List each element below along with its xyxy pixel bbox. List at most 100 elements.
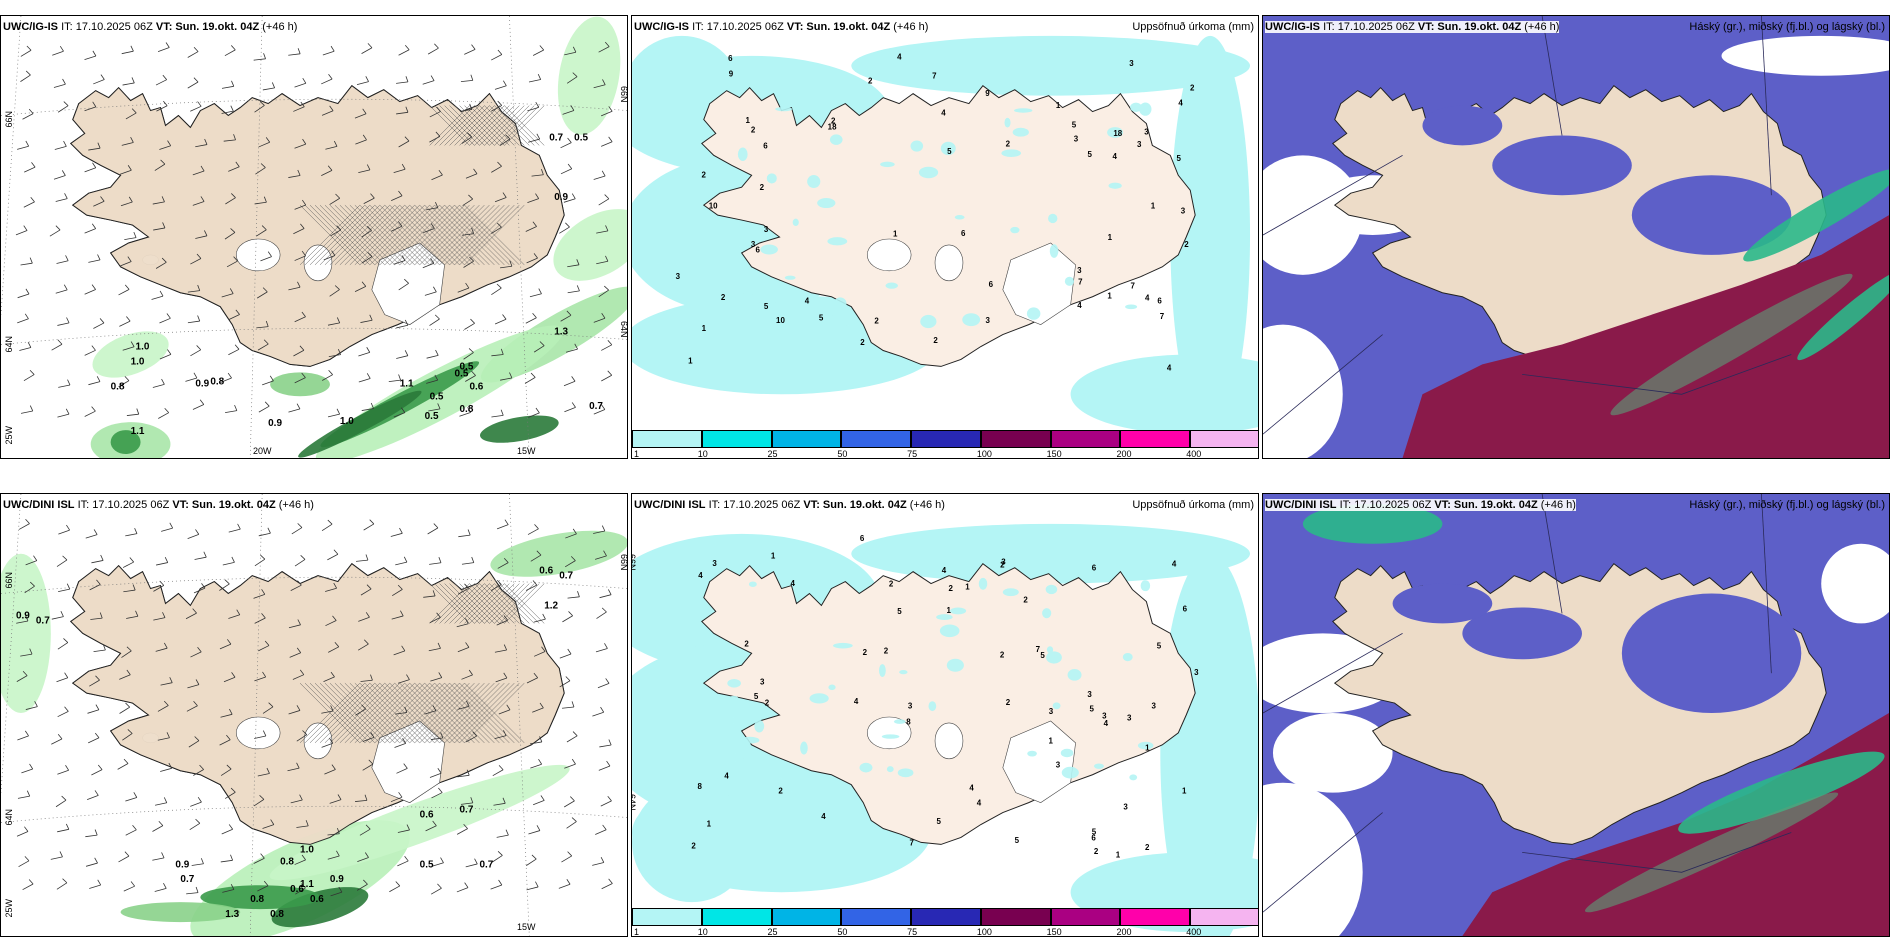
glacier-langjokull (235, 716, 281, 750)
value-label: 2 (1145, 843, 1150, 852)
value-label: 4 (724, 771, 729, 780)
country-borders (1263, 16, 1792, 435)
value-label: 1.1 (131, 426, 145, 437)
value-label: 4 (854, 697, 859, 706)
colorbar-tick: 400 (1186, 927, 1202, 937)
value-label: 6 (756, 245, 761, 254)
value-label: 5 (897, 607, 902, 616)
colorbar-swatch (1190, 430, 1258, 448)
colorbar-tick: 50 (837, 927, 848, 937)
panel-header: UWC/IG-IS IT: 17.10.2025 06Z VT: Sun. 19… (1265, 21, 1560, 33)
colorbar-tick: 10 (697, 449, 708, 459)
colorbar-swatch (980, 908, 1051, 926)
value-label: 2 (933, 336, 938, 345)
colorbar-swatch (911, 908, 981, 926)
value-label: 1 (688, 357, 693, 366)
lat-66-label: 66N (4, 572, 14, 589)
value-label: 5 (1088, 150, 1093, 159)
value-label: 4 (821, 812, 826, 821)
value-label: 6 (1183, 605, 1188, 614)
value-label: 2 (884, 646, 889, 655)
lat-64-right-label: 64N (619, 321, 628, 338)
map-p1: 0.7 0.50.91.01.00.8 0.9 0.81.10.50.60.50.90… (1, 16, 627, 458)
colorbar-swatch (1190, 908, 1258, 926)
lon-15-label: 15W (517, 922, 536, 932)
value-label: 0.8 (250, 894, 264, 905)
value-label: 0.8 (280, 856, 294, 867)
value-label: 2 (874, 317, 879, 326)
value-label: 1 (1151, 202, 1156, 211)
value-label: 2 (691, 842, 696, 851)
colorbar-tick: 1 (634, 927, 640, 937)
value-label: 4 (1113, 152, 1118, 161)
lat-64-label: 64N (4, 809, 14, 826)
panel-ig-precip: 2 3 1 4 6 5 7 2 3 1 4 2 5 3 6 1 2 4 3 7 10 6 9 18 4 2 3 5 1 2 2 3 1 4 6 5 7 2… (631, 15, 1259, 459)
value-label: 3 (1151, 701, 1156, 710)
value-label: 2 (1000, 650, 1005, 659)
value-label: 8 (697, 782, 702, 791)
value-label: 0.9 (195, 378, 209, 389)
value-label: 6 (1091, 833, 1096, 842)
value-label: 6 (728, 54, 733, 63)
value-label: 2 (721, 293, 726, 302)
value-label: 7 (932, 72, 937, 81)
value-label: 3 (1102, 711, 1107, 720)
colorbar-swatch (911, 430, 981, 448)
snow-hatch (429, 105, 545, 146)
value-label: 4 (1145, 294, 1150, 303)
lat-66-label: 66N (631, 554, 637, 571)
value-label: 9 (729, 70, 734, 79)
value-label: 3 (1001, 557, 1006, 566)
value-label: 3 (676, 272, 681, 281)
cloud-high-layer (1462, 713, 1889, 936)
value-label: 3 (1049, 707, 1054, 716)
cloud-green-layer (1610, 168, 1889, 416)
panel-header: UWC/DINI ISL IT: 17.10.2025 06Z VT: Sun.… (3, 499, 314, 511)
colorbar-tick: 10 (697, 927, 708, 937)
wind-barbs (15, 41, 613, 419)
value-label: 7 (910, 838, 915, 847)
colorbar-tick: 25 (767, 927, 778, 937)
lat-64-label: 64N (4, 336, 14, 353)
value-label: 0.6 (539, 566, 553, 577)
colorbar-tick: 200 (1116, 449, 1132, 459)
colorbar-tick: 400 (1186, 449, 1202, 459)
precip-land-patches (736, 102, 1152, 339)
value-label: 5 (947, 147, 952, 156)
value-label: 2 (863, 648, 868, 657)
value-label: 1.2 (544, 600, 558, 611)
panel-title: Háský (gr.), miðský (fj.bl.) og lágský (… (1689, 499, 1885, 511)
glacier-langjokull (866, 238, 912, 272)
graticule (1, 494, 627, 936)
snow-hatch (299, 682, 525, 744)
value-label: 0.5 (420, 859, 434, 870)
value-label: 3 (1129, 59, 1134, 68)
colorbar-swatch (632, 908, 702, 926)
map-p3 (1263, 16, 1889, 458)
value-label: 0.6 (420, 810, 434, 821)
colorbar-tick: 50 (837, 449, 848, 459)
value-label: 1.0 (300, 844, 314, 855)
value-label: 0.8 (210, 376, 224, 387)
glacier-hofsjokull (303, 722, 333, 760)
value-label: 2 (1000, 560, 1005, 569)
lat-66-label: 66N (4, 111, 14, 128)
value-label: 0.9 (16, 610, 30, 621)
value-label: 1 (1049, 736, 1054, 745)
value-label: 3 (1194, 668, 1199, 677)
value-label: 5 (1040, 651, 1045, 660)
cloud-green-layer (1302, 503, 1885, 913)
value-label: 6 (763, 141, 768, 150)
value-label: 3 (760, 677, 765, 686)
value-label: 4 (1167, 363, 1172, 372)
map-p4: 0.9 0.7 0.6 0.7 0.6 0.7 0.9 0.8 0.5 0.7 0.8 1.1 0.9 0… (1, 494, 627, 936)
value-label: 3 (764, 225, 769, 234)
value-label: 5 (1090, 704, 1095, 713)
value-label: 0.5 (455, 368, 469, 379)
colorbar-swatch (632, 430, 702, 448)
panel-dini-cloud: UWC/DINI ISL IT: 17.10.2025 06Z VT: Sun.… (1262, 493, 1890, 937)
value-label: 2 (702, 170, 707, 179)
value-label: 4 (1172, 559, 1177, 568)
